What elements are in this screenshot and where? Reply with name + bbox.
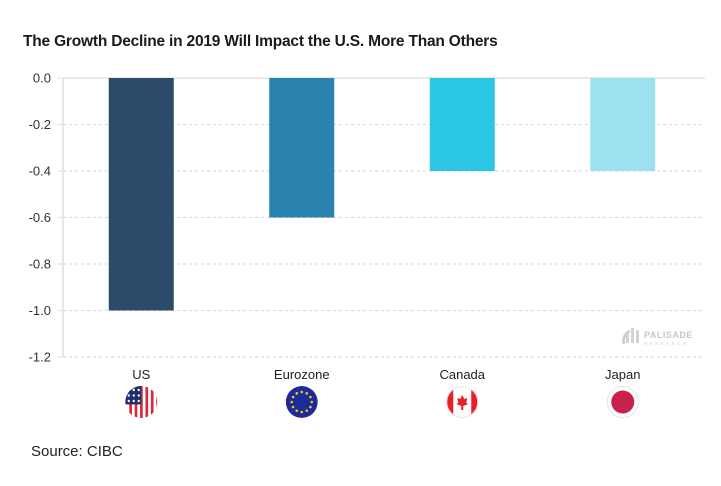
x-tick-label: Canada: [439, 367, 485, 382]
y-tick-label: -0.6: [29, 210, 51, 225]
watermark-line2: RESEARCH: [644, 341, 688, 346]
watermark-line1: PALISADE: [644, 330, 693, 340]
y-tick-label: -0.2: [29, 117, 51, 132]
y-tick-label: -0.4: [29, 164, 51, 179]
bar-japan: [590, 78, 656, 171]
x-tick-label: US: [132, 367, 150, 382]
y-tick-label: 0.0: [33, 71, 51, 86]
eu-flag-icon: [285, 386, 318, 418]
palisade-watermark: PALISADE RESEARCH: [622, 328, 693, 346]
chart-title: The Growth Decline in 2019 Will Impact t…: [23, 33, 498, 50]
bar-us: [108, 78, 174, 311]
palisade-logo-icon: [622, 328, 639, 345]
category-labels: US Eurozone Canada Japan: [132, 367, 640, 382]
canada-flag-icon: [446, 386, 479, 418]
y-tick-label: -0.8: [29, 257, 51, 272]
y-tick-label: -1.0: [29, 303, 51, 318]
y-tick-label: -1.2: [29, 350, 51, 365]
bar-canada: [429, 78, 495, 171]
x-tick-label: Eurozone: [274, 367, 330, 382]
bars: [108, 78, 656, 311]
bar-eurozone: [269, 78, 335, 218]
source-note: Source: CIBC: [31, 443, 123, 460]
x-tick-label: Japan: [605, 367, 640, 382]
y-axis-ticks: 0.0 -0.2 -0.4 -0.6 -0.8 -1.0 -1.2: [29, 71, 63, 365]
us-flag-icon: [125, 386, 158, 418]
japan-flag-icon: [606, 386, 639, 418]
category-flags: [125, 386, 639, 418]
